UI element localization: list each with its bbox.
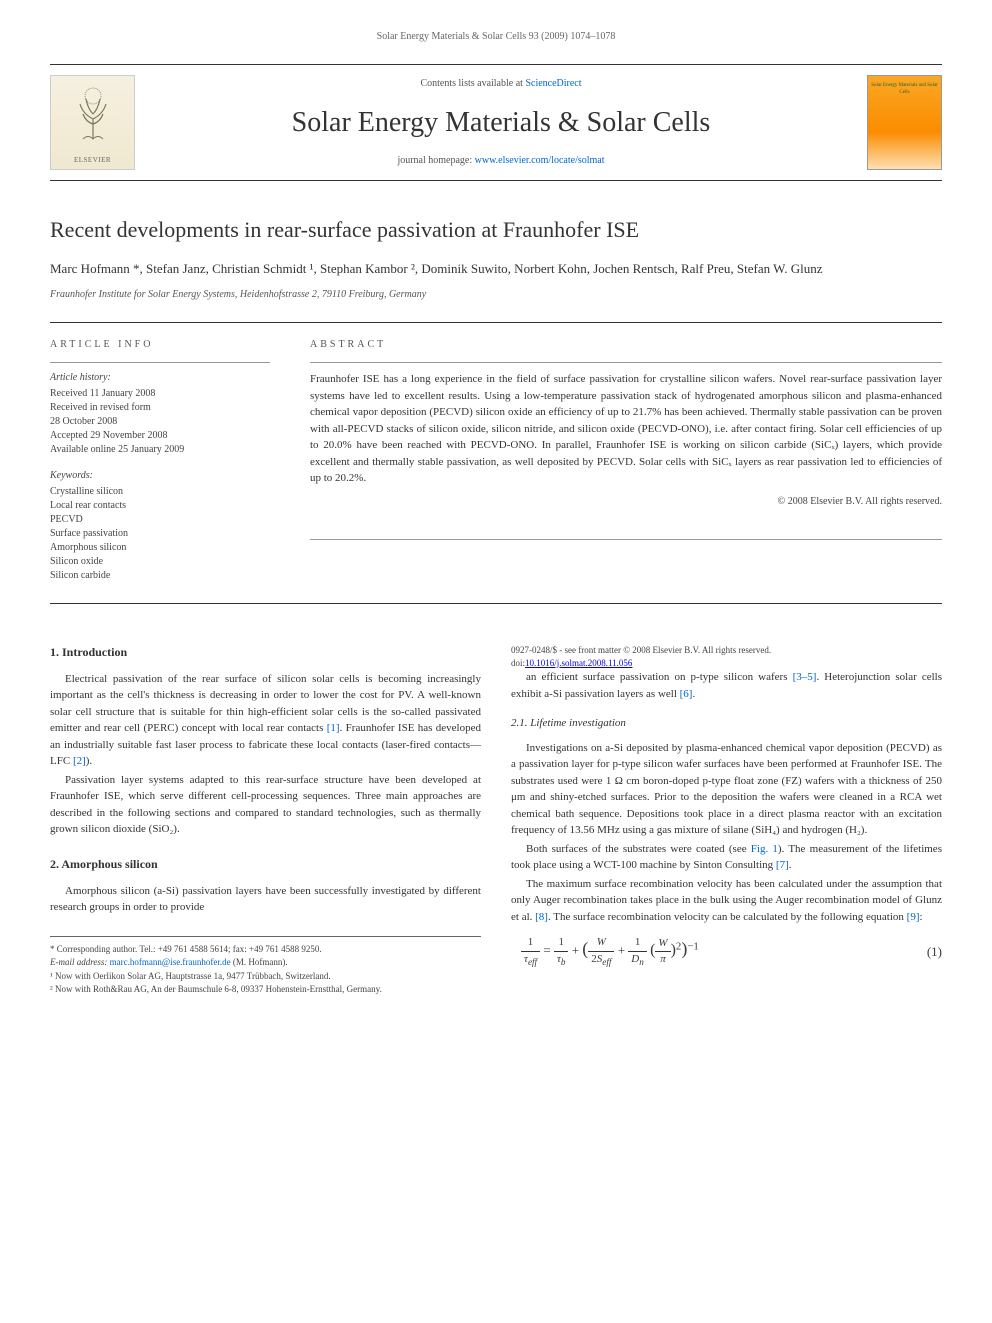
body-paragraph: Amorphous silicon (a-Si) passivation lay… bbox=[50, 883, 481, 916]
publisher-name: ELSEVIER bbox=[74, 156, 111, 166]
keywords-block: Keywords: Crystalline silicon Local rear… bbox=[50, 469, 270, 583]
affiliation-footnote: ¹ Now with Oerlikon Solar AG, Hauptstras… bbox=[50, 970, 481, 984]
para-text: Both surfaces of the substrates were coa… bbox=[526, 843, 751, 855]
equation-number: (1) bbox=[927, 943, 942, 961]
email-suffix: (M. Hofmann). bbox=[231, 957, 288, 967]
section-heading: 1. Introduction bbox=[50, 644, 481, 661]
citation-link[interactable]: [8] bbox=[535, 911, 548, 923]
keyword: Silicon oxide bbox=[50, 555, 270, 569]
journal-masthead: ELSEVIER Contents lists available at Sci… bbox=[50, 64, 942, 181]
article-body: 1. Introduction Electrical passivation o… bbox=[50, 644, 942, 997]
journal-homepage-link[interactable]: www.elsevier.com/locate/solmat bbox=[475, 155, 605, 166]
divider bbox=[50, 603, 942, 604]
para-text: an efficient surface passivation on p-ty… bbox=[526, 671, 793, 683]
author-list: Marc Hofmann *, Stefan Janz, Christian S… bbox=[50, 259, 942, 279]
divider bbox=[50, 322, 942, 323]
subsection-heading: 2.1. Lifetime investigation bbox=[511, 716, 942, 731]
keyword: PECVD bbox=[50, 513, 270, 527]
history-line: Accepted 29 November 2008 bbox=[50, 429, 270, 443]
abstract-label: ABSTRACT bbox=[310, 338, 942, 352]
elsevier-tree-icon bbox=[68, 84, 118, 144]
history-line: Available online 25 January 2009 bbox=[50, 443, 270, 457]
running-head: Solar Energy Materials & Solar Cells 93 … bbox=[50, 30, 942, 44]
body-paragraph: Both surfaces of the substrates were coa… bbox=[511, 841, 942, 874]
journal-cover-thumbnail: Solar Energy Materials and Solar Cells bbox=[867, 75, 942, 170]
doi-prefix: doi: bbox=[511, 658, 525, 668]
citation-link[interactable]: [9] bbox=[907, 911, 920, 923]
para-text: : bbox=[920, 911, 923, 923]
citation-link[interactable]: [1] bbox=[327, 722, 340, 734]
sciencedirect-link[interactable]: ScienceDirect bbox=[525, 78, 581, 89]
homepage-line: journal homepage: www.elsevier.com/locat… bbox=[155, 154, 847, 168]
citation-link[interactable]: [7] bbox=[776, 859, 789, 871]
body-paragraph: Investigations on a-Si deposited by plas… bbox=[511, 740, 942, 839]
history-line: Received 11 January 2008 bbox=[50, 387, 270, 401]
para-text: . bbox=[789, 859, 792, 871]
citation-link[interactable]: [6] bbox=[680, 688, 693, 700]
cover-title-text: Solar Energy Materials and Solar Cells bbox=[868, 82, 941, 96]
body-paragraph: The maximum surface recombination veloci… bbox=[511, 876, 942, 926]
body-paragraph: Passivation layer systems adapted to thi… bbox=[50, 772, 481, 838]
email-footnote: E-mail address: marc.hofmann@ise.fraunho… bbox=[50, 956, 481, 970]
masthead-center: Contents lists available at ScienceDirec… bbox=[155, 77, 847, 168]
article-info-label: ARTICLE INFO bbox=[50, 338, 270, 352]
body-paragraph: an efficient surface passivation on p-ty… bbox=[511, 669, 942, 702]
info-divider bbox=[50, 362, 270, 363]
equation: 1τeff = 1τb + (W2Seff + 1Dn (Wπ)2)−1 (1) bbox=[511, 935, 942, 968]
doi-link[interactable]: 10.1016/j.solmat.2008.11.056 bbox=[525, 658, 632, 668]
footnotes: * Corresponding author. Tel.: +49 761 45… bbox=[50, 936, 481, 997]
keyword: Local rear contacts bbox=[50, 499, 270, 513]
keyword: Amorphous silicon bbox=[50, 541, 270, 555]
citation-link[interactable]: [3–5] bbox=[793, 671, 817, 683]
equation-body: 1τeff = 1τb + (W2Seff + 1Dn (Wπ)2)−1 bbox=[511, 935, 927, 968]
doi-line: doi:10.1016/j.solmat.2008.11.056 bbox=[511, 657, 942, 670]
publisher-logo: ELSEVIER bbox=[50, 75, 135, 170]
article-info-column: ARTICLE INFO Article history: Received 1… bbox=[50, 338, 270, 583]
front-matter-line: 0927-0248/$ - see front matter © 2008 El… bbox=[511, 644, 942, 657]
doi-block: 0927-0248/$ - see front matter © 2008 El… bbox=[511, 644, 942, 669]
contents-available-line: Contents lists available at ScienceDirec… bbox=[155, 77, 847, 91]
para-text: . The surface recombination velocity can… bbox=[548, 911, 907, 923]
journal-title: Solar Energy Materials & Solar Cells bbox=[155, 103, 847, 142]
figure-link[interactable]: Fig. 1 bbox=[751, 843, 778, 855]
history-line: Received in revised form bbox=[50, 401, 270, 415]
keywords-label: Keywords: bbox=[50, 469, 270, 483]
article-history-label: Article history: bbox=[50, 371, 270, 385]
abstract-text: Fraunhofer ISE has a long experience in … bbox=[310, 371, 942, 487]
para-text: ). bbox=[86, 755, 92, 767]
abstract-copyright: © 2008 Elsevier B.V. All rights reserved… bbox=[310, 495, 942, 509]
keyword: Silicon carbide bbox=[50, 569, 270, 583]
keyword: Surface passivation bbox=[50, 527, 270, 541]
citation-link[interactable]: [2] bbox=[73, 755, 86, 767]
history-line: 28 October 2008 bbox=[50, 415, 270, 429]
homepage-prefix: journal homepage: bbox=[397, 155, 474, 166]
body-paragraph: Electrical passivation of the rear surfa… bbox=[50, 671, 481, 770]
section-heading: 2. Amorphous silicon bbox=[50, 856, 481, 873]
affiliation: Fraunhofer Institute for Solar Energy Sy… bbox=[50, 288, 942, 302]
contents-prefix: Contents lists available at bbox=[420, 78, 525, 89]
abstract-bottom-divider bbox=[310, 539, 942, 540]
abstract-column: ABSTRACT Fraunhofer ISE has a long exper… bbox=[310, 338, 942, 583]
author-email-link[interactable]: marc.hofmann@ise.fraunhofer.de bbox=[110, 957, 231, 967]
article-title: Recent developments in rear-surface pass… bbox=[50, 216, 942, 245]
abstract-divider bbox=[310, 362, 942, 363]
keyword: Crystalline silicon bbox=[50, 485, 270, 499]
email-label: E-mail address: bbox=[50, 957, 110, 967]
affiliation-footnote: ² Now with Roth&Rau AG, An der Baumschul… bbox=[50, 983, 481, 997]
info-abstract-row: ARTICLE INFO Article history: Received 1… bbox=[50, 338, 942, 583]
para-text: . bbox=[692, 688, 695, 700]
corresponding-author-footnote: * Corresponding author. Tel.: +49 761 45… bbox=[50, 943, 481, 957]
